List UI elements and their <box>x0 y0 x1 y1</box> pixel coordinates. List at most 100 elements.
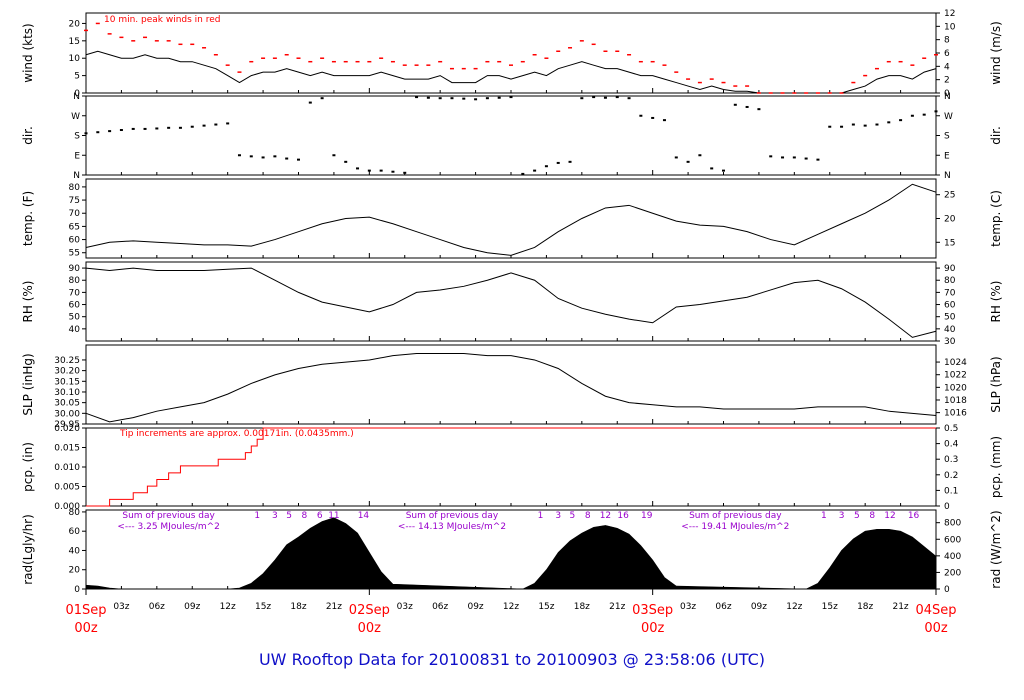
rad-sum-label: Sum of previous day <box>406 511 499 521</box>
data-point <box>462 97 466 100</box>
data-point <box>698 154 702 157</box>
y-axis-label-right: RH (%) <box>989 281 1003 323</box>
data-point <box>273 155 277 158</box>
y-tick-label-right: 90 <box>944 264 956 274</box>
y-tick-label: 30.05 <box>54 399 80 409</box>
data-point <box>887 121 891 124</box>
data-point <box>781 156 785 159</box>
data-point <box>828 125 832 128</box>
rad-hour-label: 5 <box>854 511 860 521</box>
data-point <box>391 170 395 173</box>
data-point <box>438 97 442 100</box>
panel-frame <box>85 95 937 176</box>
rad-hour-label: 16 <box>908 511 920 521</box>
y-tick-label: 0 <box>74 89 80 99</box>
y-tick-label-right: 80 <box>944 276 956 286</box>
y-tick-label: 0 <box>74 585 80 595</box>
rad-hour-label: 12 <box>884 511 895 521</box>
rad-sum-label: Sum of previous day <box>689 511 782 521</box>
data-point <box>131 127 135 130</box>
y-tick-label: 80 <box>69 276 81 286</box>
y-axis-label: rad(Lgly/hr) <box>21 514 35 585</box>
data-point <box>320 97 324 100</box>
x-tick-label: 18z <box>857 602 873 612</box>
y-axis-label-right: wind (m/s) <box>989 21 1003 85</box>
data-point <box>792 156 796 159</box>
panel-temp <box>82 178 940 259</box>
y-tick-label: 20 <box>69 566 81 576</box>
time-label: 00z <box>358 621 382 636</box>
y-axis-label: RH (%) <box>21 281 35 323</box>
y-tick-label: 40 <box>69 546 81 556</box>
x-tick-label: 18z <box>574 602 590 612</box>
data-point <box>426 96 430 99</box>
data-line <box>85 353 937 423</box>
data-point <box>674 156 678 159</box>
y-tick-label-right: 1016 <box>944 409 967 419</box>
y-tick-label: W <box>71 112 80 122</box>
rad-sum-value: <--- 3.25 MJoules/m^2 <box>117 522 219 532</box>
y-tick-label-right: 40 <box>944 325 956 335</box>
data-point <box>297 158 300 161</box>
rad-hour-label: 11 <box>328 511 339 521</box>
data-point <box>226 122 230 125</box>
data-point <box>899 119 903 122</box>
y-tick-label-right: 50 <box>944 313 956 323</box>
y-tick-label-right: 25 <box>944 191 955 201</box>
y-axis-label-right: pcp. (mm) <box>989 436 1003 498</box>
data-point <box>332 154 336 157</box>
y-tick-label-right: 12 <box>944 9 955 19</box>
y-tick-label-right: W <box>944 112 953 122</box>
y-tick-label: 60 <box>69 527 81 537</box>
data-point <box>639 114 643 117</box>
rad-hour-label: 6 <box>317 511 323 521</box>
panel-rh <box>82 261 940 342</box>
y-tick-label-right: 1020 <box>944 383 967 393</box>
rad-hour-label: 12 <box>600 511 611 521</box>
y-axis-label: dir. <box>21 126 35 145</box>
y-tick-label: 40 <box>69 325 81 335</box>
y-axis-label: temp. (F) <box>21 191 35 246</box>
data-point <box>521 172 525 175</box>
data-point <box>485 97 489 100</box>
data-point <box>544 165 548 168</box>
y-tick-label: 15 <box>69 37 80 47</box>
data-point <box>344 160 348 163</box>
data-point <box>875 123 879 126</box>
data-point <box>214 123 218 126</box>
data-point <box>84 132 88 135</box>
rad-sum-label: Sum of previous day <box>122 511 215 521</box>
y-tick-label-right: 6 <box>944 49 950 59</box>
x-tick-label: 09z <box>184 602 200 612</box>
x-tick-label: 12z <box>786 602 802 612</box>
data-point <box>851 123 855 126</box>
rad-hour-label: 3 <box>839 511 845 521</box>
y-tick-label: 70 <box>69 209 81 219</box>
x-tick-label: 03z <box>113 602 129 612</box>
y-axis-label: wind (kts) <box>21 23 35 82</box>
panel-dir <box>82 95 940 176</box>
y-tick-label: 0.015 <box>54 444 80 454</box>
data-point <box>722 169 725 172</box>
data-point <box>237 154 241 157</box>
y-tick-label-right: S <box>944 132 950 142</box>
data-point <box>167 126 171 129</box>
data-point <box>497 96 501 99</box>
y-tick-label-right: 60 <box>944 301 956 311</box>
time-label: 00z <box>924 621 948 636</box>
y-tick-label: 20 <box>69 19 81 29</box>
data-point <box>96 131 100 134</box>
data-point <box>757 108 761 111</box>
x-tick-label: 12z <box>220 602 236 612</box>
x-tick-label: 06z <box>432 602 448 612</box>
y-tick-label: N <box>73 171 80 181</box>
data-point <box>580 97 584 100</box>
data-point <box>509 96 513 99</box>
rad-hour-label: 3 <box>272 511 278 521</box>
data-line <box>86 427 936 507</box>
date-label: 03Sep <box>632 603 673 618</box>
x-tick-label: 12z <box>503 602 519 612</box>
panel-wind <box>82 12 940 94</box>
y-tick-label-right: 8 <box>944 36 950 46</box>
y-tick-label: 75 <box>69 196 80 206</box>
